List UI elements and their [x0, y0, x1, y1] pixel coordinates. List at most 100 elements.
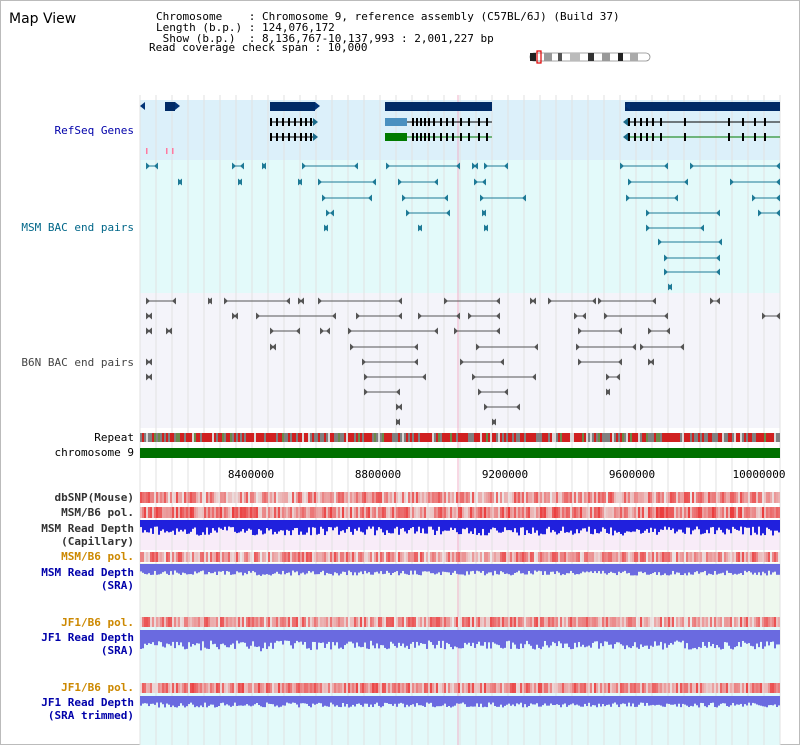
heatmap-cell: [558, 552, 560, 562]
depth-bar: [356, 696, 358, 704]
depth-bar: [738, 520, 740, 531]
quantitative-tracks[interactable]: [140, 492, 780, 708]
b6n-pair-end-icon: [606, 373, 610, 381]
depth-bar: [152, 520, 154, 534]
b6n-pair-end-icon: [578, 358, 582, 366]
depth-bar: [414, 520, 416, 534]
heatmap-cell: [252, 507, 254, 518]
heatmap-cell: [152, 683, 154, 693]
depth-bar: [522, 564, 524, 574]
depth-bar: [326, 564, 328, 573]
repeat-segment: [652, 433, 654, 442]
heatmap-cell: [252, 492, 254, 503]
depth-bar: [602, 564, 604, 571]
heatmap-cell: [200, 683, 202, 693]
depth-bar: [456, 630, 458, 648]
depth-bar: [188, 696, 190, 705]
depth-bar: [564, 630, 566, 644]
heatmap-cell: [690, 552, 692, 562]
depth-bar: [702, 696, 704, 704]
exon: [728, 118, 730, 126]
refseq-gene-features[interactable]: [140, 102, 780, 154]
depth-bar: [714, 564, 716, 572]
depth-bar: [228, 630, 230, 648]
heatmap-cell: [322, 617, 324, 627]
heatmap-cell: [284, 617, 286, 627]
depth-bar: [276, 520, 278, 534]
heatmap-cell: [232, 552, 234, 562]
heatmap-cell: [552, 492, 554, 503]
heatmap-cell: [464, 507, 466, 518]
heatmap-cell: [150, 507, 152, 518]
heatmap-cell: [578, 492, 580, 503]
repeat-track[interactable]: [140, 433, 780, 442]
heatmap-cell: [190, 617, 192, 627]
heatmap-cell: [520, 552, 522, 562]
heatmap-cell: [384, 552, 386, 562]
heatmap-cell: [282, 492, 284, 503]
depth-bar: [570, 564, 572, 571]
depth-bar: [476, 564, 478, 571]
heatmap-cell: [630, 683, 632, 693]
heatmap-cell: [734, 617, 736, 627]
depth-bar: [506, 520, 508, 531]
depth-bar: [286, 520, 288, 530]
msm-pair-end-icon: [446, 209, 450, 217]
depth-bar: [388, 630, 390, 649]
heatmap-cell: [742, 492, 744, 503]
heatmap-cell: [562, 552, 564, 562]
depth-bar: [724, 696, 726, 704]
depth-bar: [532, 696, 534, 705]
heatmap-cell: [696, 683, 698, 693]
exon: [294, 118, 296, 126]
heatmap-cell: [420, 683, 422, 693]
heatmap-cell: [380, 507, 382, 518]
b6n-bac-pairs[interactable]: [146, 297, 780, 426]
repeat-segment: [718, 433, 720, 442]
depth-bar: [762, 630, 764, 649]
depth-bar: [588, 696, 590, 703]
depth-bar: [334, 696, 336, 707]
heatmap-cell: [220, 507, 222, 518]
b6n-pair-end-icon: [574, 312, 578, 320]
depth-bar: [756, 630, 758, 644]
heatmap-cell: [366, 683, 368, 693]
depth-bar: [282, 520, 284, 531]
depth-bar: [146, 520, 148, 533]
b6n-pair-end-icon: [500, 358, 504, 366]
depth-bar: [520, 630, 522, 644]
depth-bar: [430, 696, 432, 703]
depth-bar: [304, 564, 306, 575]
heatmap-cell: [200, 552, 202, 562]
heatmap-cell: [518, 507, 520, 518]
heatmap-cell: [582, 683, 584, 693]
depth-bar: [354, 630, 356, 648]
heatmap-cell: [748, 617, 750, 627]
depth-bar: [672, 630, 674, 645]
msm-bac-pairs[interactable]: [146, 162, 780, 291]
repeat-segment: [348, 433, 350, 442]
heatmap-cell: [446, 492, 448, 503]
heatmap-cell: [718, 617, 720, 627]
heatmap-cell: [238, 492, 240, 503]
heatmap-cell: [204, 552, 206, 562]
heatmap-cell: [372, 552, 374, 562]
heatmap-cell: [442, 617, 444, 627]
depth-bar: [580, 696, 582, 707]
heatmap-cell: [770, 492, 772, 503]
heatmap-cell: [488, 683, 490, 693]
depth-bar: [720, 630, 722, 650]
heatmap-cell: [380, 492, 382, 503]
heatmap-cell: [264, 507, 266, 518]
depth-bar: [400, 564, 402, 574]
heatmap-cell: [198, 552, 200, 562]
heatmap-cell: [580, 492, 582, 503]
chromosome-bar[interactable]: [140, 448, 780, 458]
depth-bar: [752, 630, 754, 647]
depth-bar: [278, 696, 280, 708]
chromosome-ideogram[interactable]: [529, 50, 651, 64]
depth-bar: [476, 696, 478, 704]
heatmap-cell: [534, 507, 536, 518]
depth-bar: [618, 520, 620, 532]
